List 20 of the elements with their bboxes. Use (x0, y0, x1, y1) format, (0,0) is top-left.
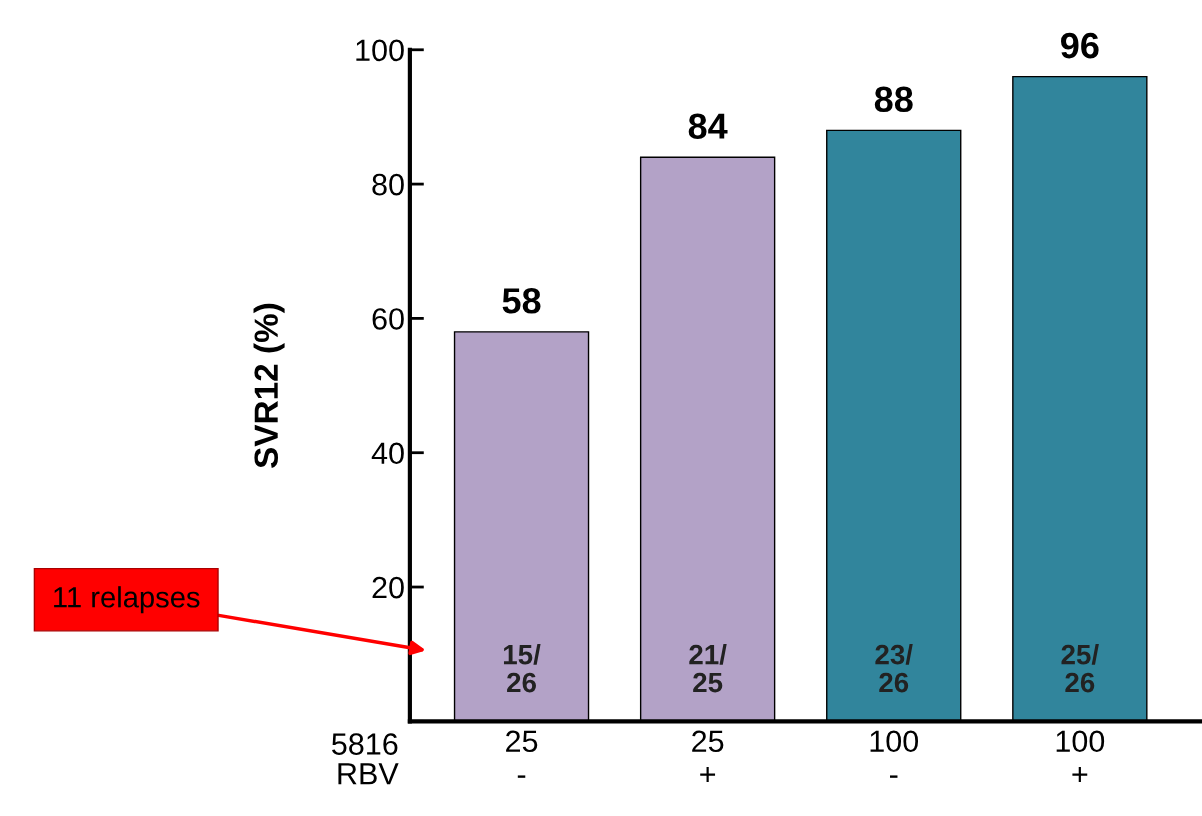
data-label: 84 (688, 113, 728, 139)
data-label: 96 (1061, 32, 1099, 59)
y-tick-label: 40 (371, 442, 404, 465)
x-tick-label: 25 + (692, 730, 724, 783)
data-label: 88 (874, 86, 913, 113)
y-tick-label: 60 (372, 308, 404, 330)
x-tick-label: 25 - (506, 730, 538, 778)
x-tick-label: 100 - (870, 730, 919, 778)
x-tick-label: 100 + (1056, 730, 1105, 783)
annotation: 25/ 26 (1061, 644, 1099, 693)
y-tick-label: 100 (356, 39, 404, 62)
annotation: 23/ 26 (875, 644, 913, 693)
y-tick-label: 80 (372, 173, 404, 196)
annotation: 15/ 26 (503, 644, 541, 693)
annotation: 21/ 25 (689, 644, 727, 693)
text: 5816 RBV (332, 733, 399, 785)
y-tick-label: 20 (372, 576, 404, 599)
y-axis-title: SVR12 (%) (253, 303, 285, 468)
data-label: 58 (502, 288, 541, 314)
text: 11 relapses (54, 586, 200, 614)
